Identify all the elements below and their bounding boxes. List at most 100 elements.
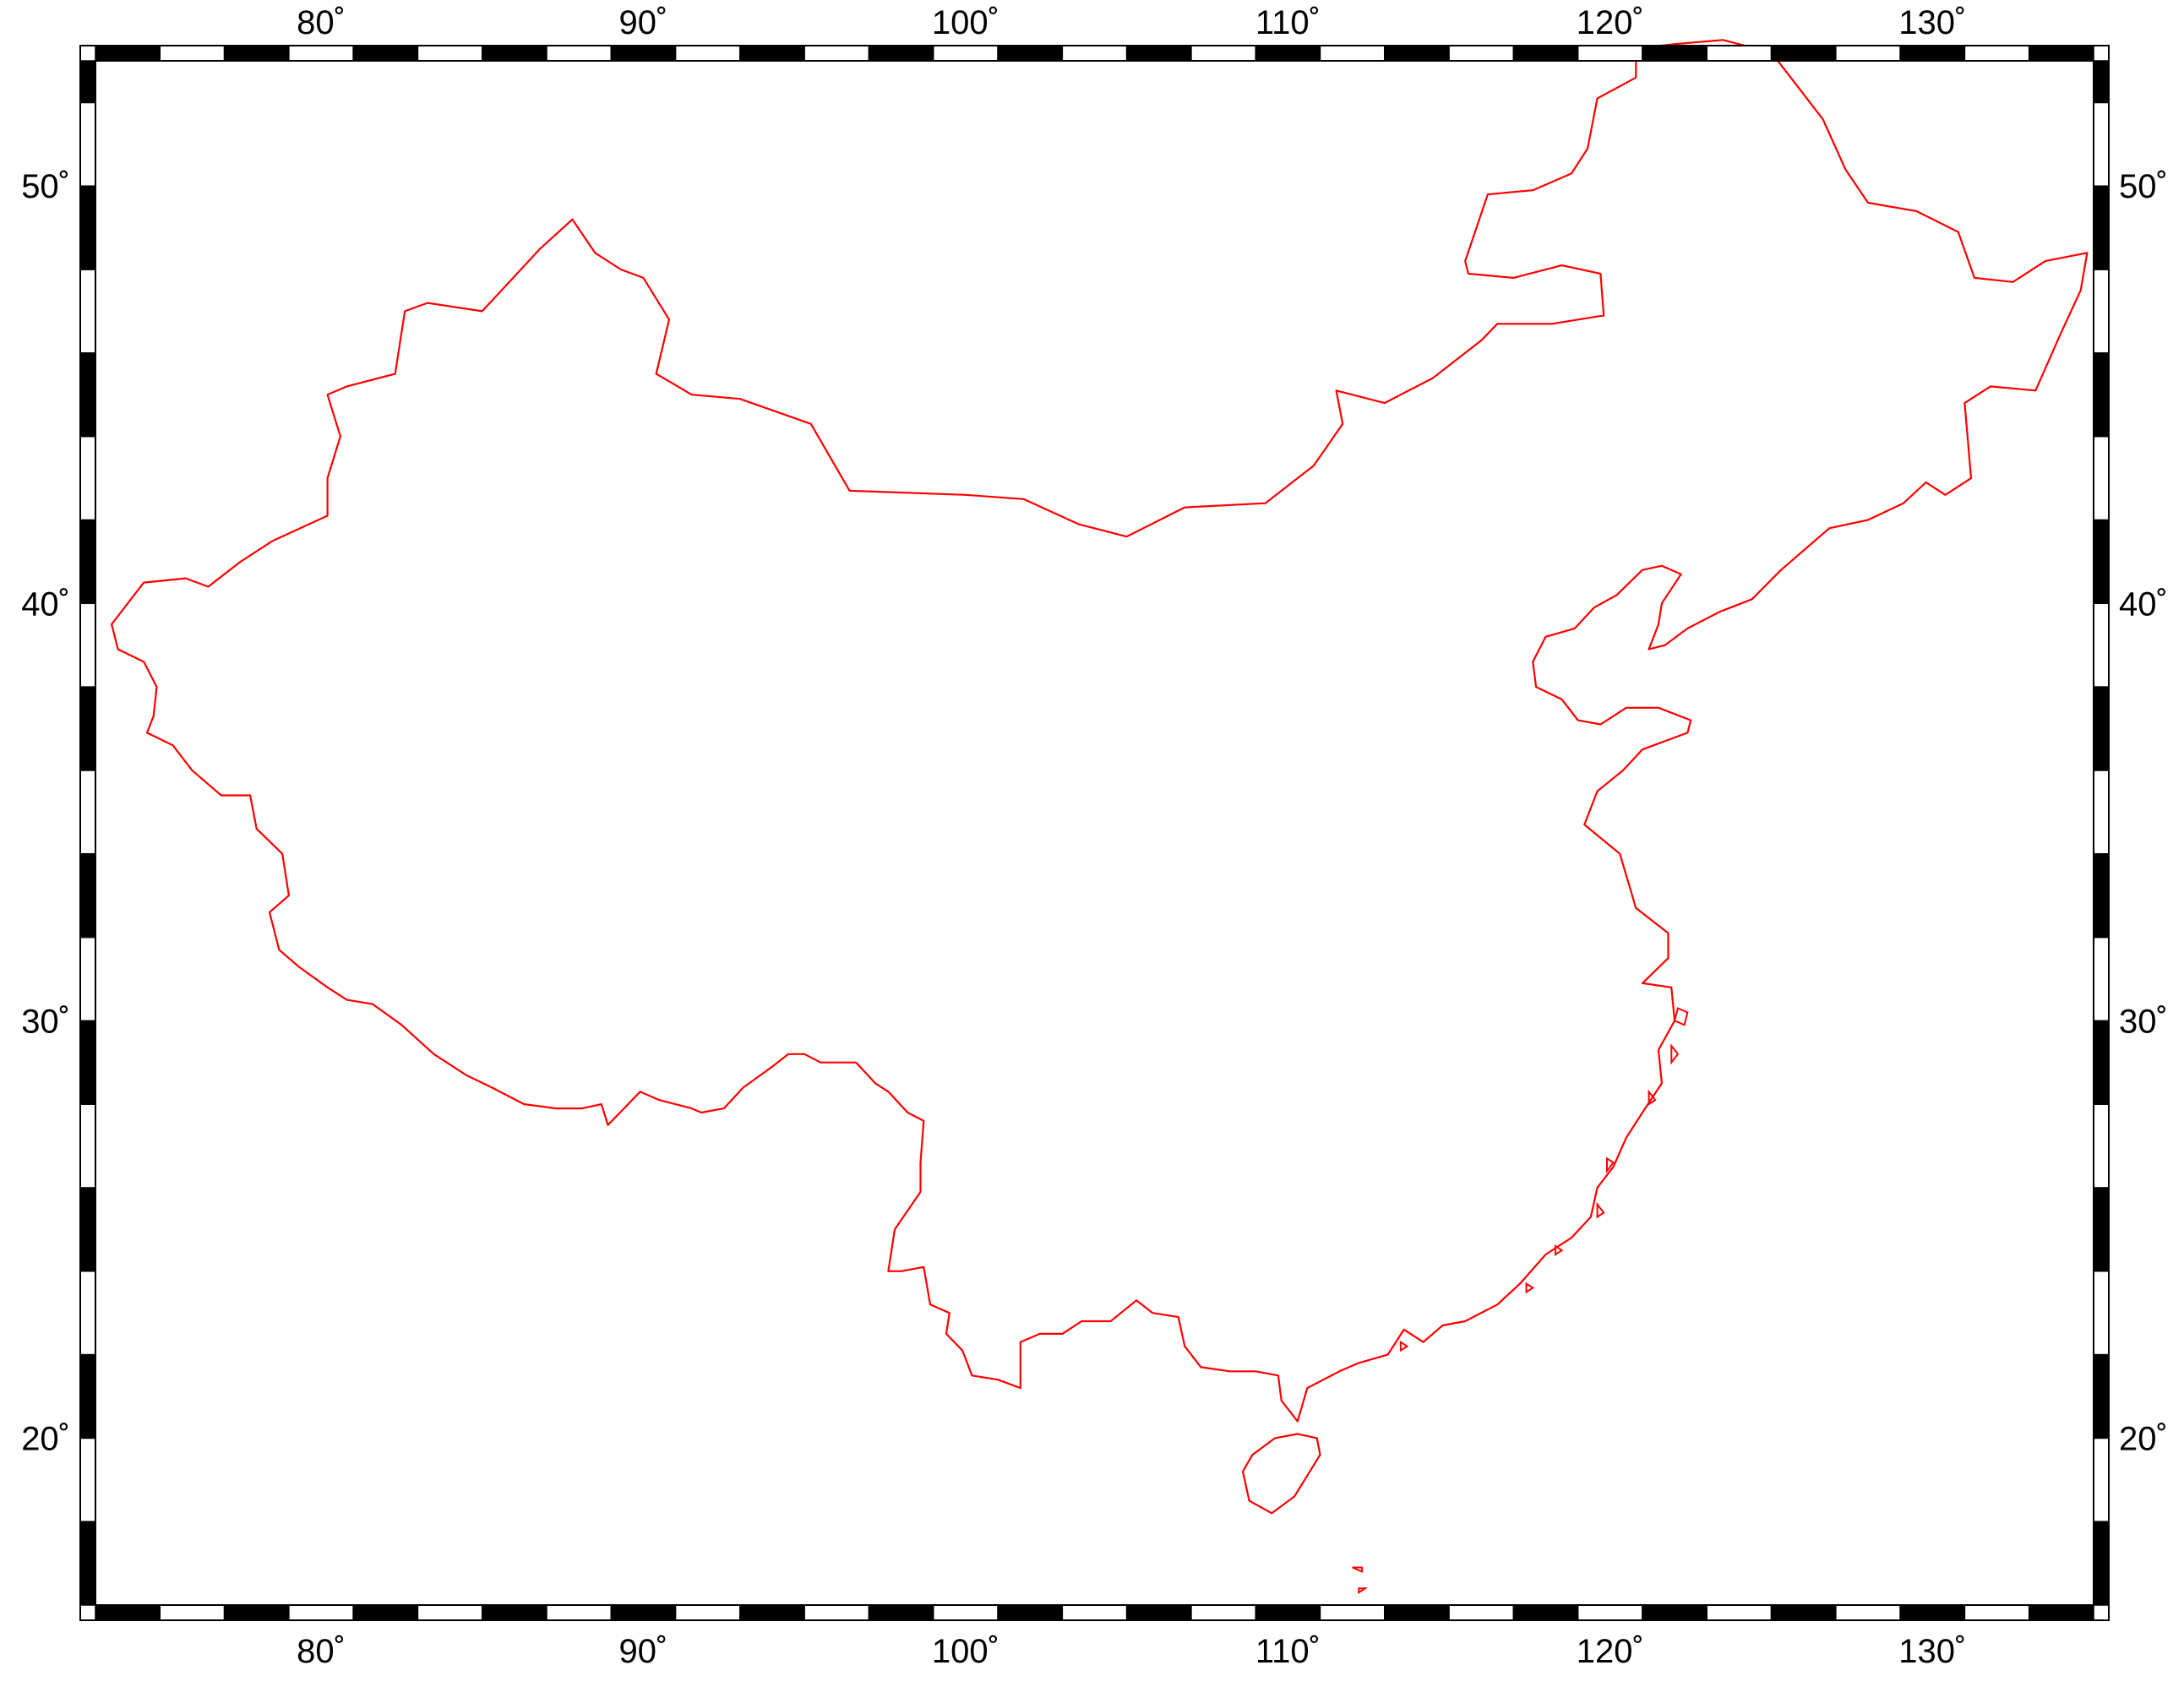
coastal-island-2 [1648, 1089, 1657, 1106]
frame-segment-top [933, 45, 999, 62]
frame-segment-right [2093, 1103, 2110, 1189]
frame-segment-left [79, 435, 96, 521]
lat-label-right: 30˚ [2119, 1003, 2168, 1040]
frame-segment-top [1642, 45, 1708, 62]
frame-segment-top [1255, 45, 1321, 62]
coastal-island-5 [1555, 1244, 1564, 1256]
plot-border-inner [95, 60, 2094, 1606]
frame-segment-top [610, 45, 677, 62]
frame-segment-bottom [739, 1604, 805, 1621]
frame-segment-left [79, 1020, 96, 1105]
frame-segment-left [79, 185, 96, 270]
frame-segment-bottom [868, 1604, 934, 1621]
lat-label-left: 50˚ [21, 168, 70, 205]
frame-segment-right [2093, 1521, 2110, 1606]
coastal-island-1 [1670, 1043, 1680, 1065]
frame-segment-bottom [1384, 1604, 1450, 1621]
outline-layer [111, 39, 2089, 1595]
coastal-island-3 [1606, 1156, 1615, 1174]
hainan-island [1241, 1433, 1321, 1515]
frame-segment-right [2093, 1353, 2110, 1439]
frame-segment-left [79, 1103, 96, 1189]
frame-segment-right [2093, 435, 2110, 521]
coastal-island-7 [1399, 1340, 1409, 1352]
lon-label-bottom: 100˚ [932, 1633, 999, 1670]
lat-label-left: 30˚ [21, 1003, 70, 1040]
frame-segment-bottom [223, 1604, 290, 1621]
frame-segment-top [288, 45, 354, 62]
frame-segment-bottom [1061, 1604, 1128, 1621]
lat-label-right: 40˚ [2119, 585, 2168, 623]
coastal-island-0 [1673, 1007, 1689, 1026]
lon-label-top: 110˚ [1255, 4, 1321, 41]
frame-segment-top [739, 45, 805, 62]
frame-segment-top [868, 45, 934, 62]
frame-segment-top [481, 45, 547, 62]
frame-segment-top [1384, 45, 1450, 62]
frame-segment-top [159, 45, 226, 62]
frame-segment-left [79, 352, 96, 438]
frame-corner [79, 1604, 96, 1621]
frame-segment-left [79, 1437, 96, 1522]
frame-segment-right [2093, 1437, 2110, 1522]
frame-segment-bottom [95, 1604, 161, 1621]
frame-segment-bottom [610, 1604, 677, 1621]
frame-segment-top [546, 45, 613, 62]
frame-segment-right [2093, 1271, 2110, 1356]
frame-segment-top [1319, 45, 1386, 62]
frame-segment-bottom [352, 1604, 419, 1621]
frame-segment-right [2093, 602, 2110, 688]
lat-label-left: 40˚ [21, 585, 70, 623]
frame-segment-left [79, 770, 96, 855]
frame-segment-right [2093, 352, 2110, 438]
frame-segment-left [79, 1271, 96, 1356]
frame-segment-bottom [1448, 1604, 1515, 1621]
mainland-outline [111, 39, 2089, 1423]
frame-segment-top [352, 45, 419, 62]
frame-segment-left [79, 1353, 96, 1439]
frame-segment-bottom [1577, 1604, 1643, 1621]
frame-segment-bottom [481, 1604, 547, 1621]
coastal-island-8 [1352, 1566, 1364, 1574]
frame-segment-right [2093, 519, 2110, 605]
frame-segment-left [79, 936, 96, 1022]
frame-segment-bottom [1190, 1604, 1256, 1621]
frame-segment-left [79, 519, 96, 605]
lon-label-bottom: 130˚ [1898, 1633, 1966, 1670]
coastal-island-6 [1525, 1282, 1535, 1294]
frame-segment-top [1125, 45, 1192, 62]
coastal-island-4 [1596, 1201, 1605, 1219]
frame-segment-top [997, 45, 1064, 62]
frame-segment-bottom [1835, 1604, 1901, 1621]
frame-segment-top [1190, 45, 1256, 62]
frame-segment-left [79, 1187, 96, 1272]
lat-label-left: 20˚ [21, 1420, 70, 1457]
lat-label-right: 20˚ [2119, 1420, 2168, 1457]
lon-label-bottom: 90˚ [619, 1633, 668, 1670]
frame-corner [79, 45, 96, 62]
frame-segment-bottom [288, 1604, 354, 1621]
frame-segment-top [674, 45, 741, 62]
map-frame [79, 45, 2110, 1621]
frame-segment-right [2093, 936, 2110, 1022]
frame-segment-top [1770, 45, 1837, 62]
frame-segment-bottom [546, 1604, 613, 1621]
frame-segment-right [2093, 269, 2110, 354]
frame-segment-left [79, 101, 96, 187]
frame-segment-bottom [1125, 1604, 1192, 1621]
frame-segment-top [803, 45, 870, 62]
lon-label-top: 90˚ [619, 4, 668, 41]
frame-segment-right [2093, 1187, 2110, 1272]
frame-segment-right [2093, 101, 2110, 187]
frame-segment-top [1963, 45, 2030, 62]
frame-segment-bottom [159, 1604, 226, 1621]
coastal-island-9 [1358, 1587, 1369, 1595]
frame-segment-left [79, 269, 96, 354]
lon-label-top: 100˚ [932, 4, 999, 41]
frame-segment-top [95, 45, 161, 62]
tick-labels: 80˚ 80˚ 90˚ 90˚ 100˚ 100˚ 110˚ 110˚ 120˚ 120˚ 130˚… [21, 4, 2168, 1670]
frame-segment-bottom [1255, 1604, 1321, 1621]
